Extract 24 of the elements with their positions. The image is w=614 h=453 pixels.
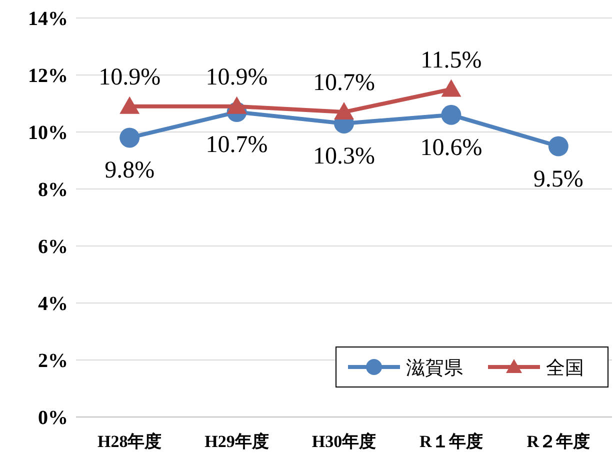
data-label: 11.5% xyxy=(420,47,482,74)
data-label: 10.9% xyxy=(98,64,161,90)
data-label: 10.9% xyxy=(206,64,268,90)
y-tick-label: 6% xyxy=(38,236,68,258)
x-tick-label: H30年度 xyxy=(312,432,376,451)
y-tick-label: 4% xyxy=(38,293,68,315)
data-label: 10.7% xyxy=(313,70,375,96)
y-tick-label: 8% xyxy=(38,179,68,201)
data-label: 9.5% xyxy=(533,166,584,192)
data-label: 10.6% xyxy=(420,134,482,161)
y-tick-label: 10% xyxy=(28,122,68,144)
data-label: 10.3% xyxy=(313,143,375,170)
data-label: 10.7% xyxy=(206,132,268,158)
y-tick-label: 12% xyxy=(28,65,68,87)
y-tick-label: 0% xyxy=(38,407,68,429)
y-tick-label: 2% xyxy=(38,350,68,372)
legend-label: 滋賀県 xyxy=(406,358,463,379)
y-tick-label: 14% xyxy=(28,8,68,30)
x-tick-label: R２年度 xyxy=(526,432,590,451)
x-tick-label: R１年度 xyxy=(420,432,483,451)
data-label: 9.8% xyxy=(104,158,155,184)
x-tick-label: H29年度 xyxy=(204,432,269,451)
x-tick-label: H28年度 xyxy=(97,432,162,451)
legend-label: 全国 xyxy=(546,358,584,379)
